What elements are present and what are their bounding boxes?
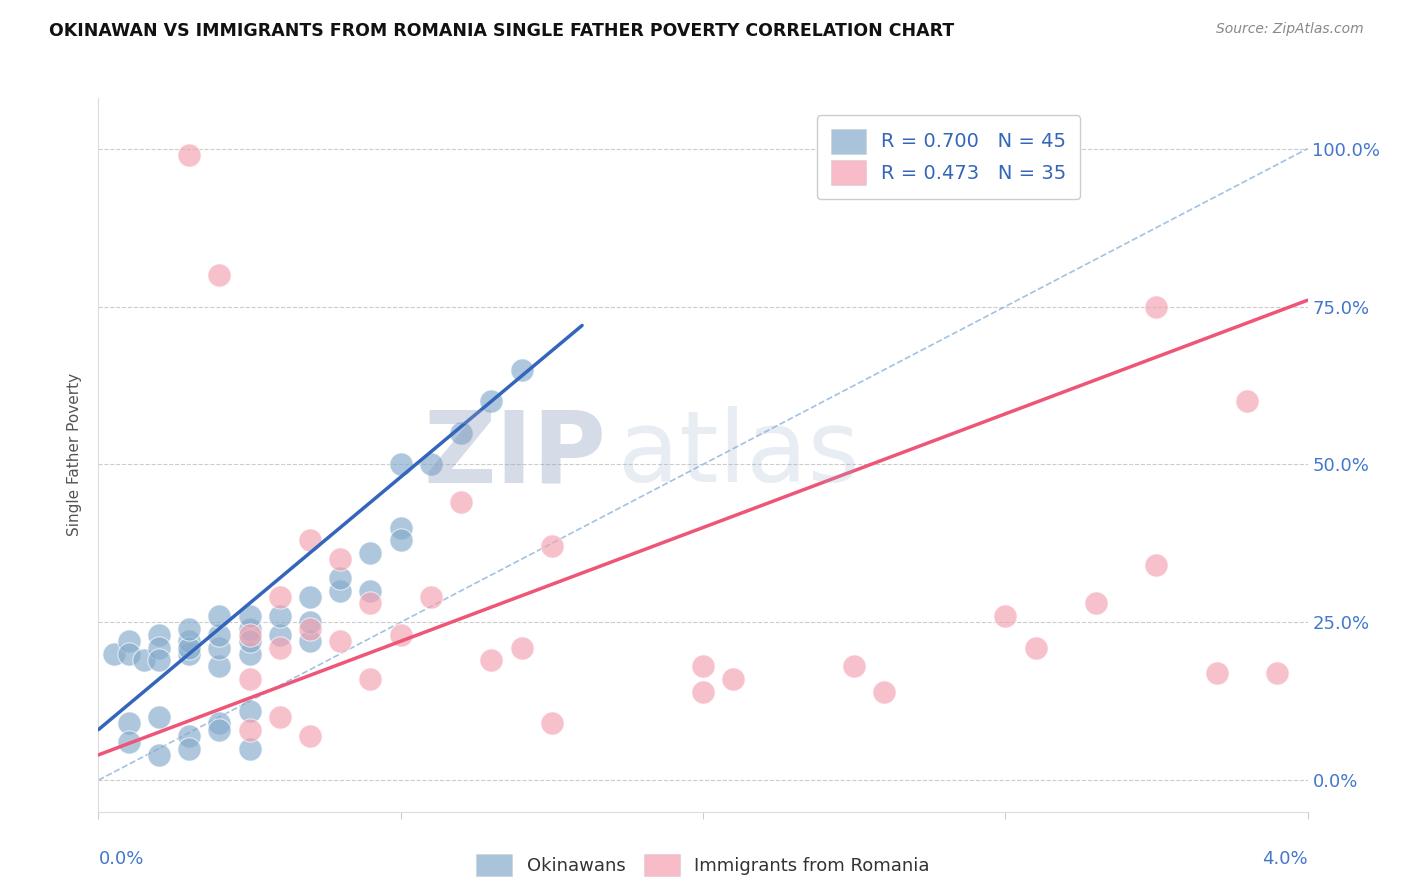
Point: [299, 634, 322, 648]
Point: [360, 672, 382, 686]
Point: [541, 716, 564, 731]
Point: [179, 148, 201, 162]
Point: [360, 546, 382, 560]
Point: [299, 590, 322, 604]
Point: [179, 729, 201, 743]
Text: 0.0%: 0.0%: [98, 849, 143, 868]
Point: [329, 583, 352, 598]
Point: [1085, 596, 1108, 610]
Point: [208, 723, 231, 737]
Point: [148, 653, 170, 667]
Point: [360, 596, 382, 610]
Point: [239, 723, 262, 737]
Point: [299, 622, 322, 636]
Point: [692, 684, 714, 698]
Point: [103, 647, 125, 661]
Y-axis label: Single Father Poverty: Single Father Poverty: [67, 374, 83, 536]
Point: [239, 741, 262, 756]
Point: [389, 520, 412, 534]
Point: [329, 634, 352, 648]
Point: [420, 590, 443, 604]
Legend: Okinawans, Immigrants from Romania: Okinawans, Immigrants from Romania: [467, 845, 939, 885]
Point: [269, 628, 291, 642]
Point: [723, 672, 745, 686]
Point: [994, 609, 1017, 624]
Point: [179, 647, 201, 661]
Point: [208, 659, 231, 673]
Point: [132, 653, 155, 667]
Point: [1267, 665, 1289, 680]
Point: [239, 609, 262, 624]
Point: [179, 634, 201, 648]
Point: [148, 640, 170, 655]
Point: [389, 533, 412, 548]
Point: [269, 590, 291, 604]
Point: [692, 659, 714, 673]
Point: [1146, 300, 1168, 314]
Point: [208, 609, 231, 624]
Point: [239, 647, 262, 661]
Point: [118, 735, 141, 749]
Point: [481, 653, 503, 667]
Point: [450, 495, 472, 509]
Point: [179, 741, 201, 756]
Point: [481, 394, 503, 409]
Point: [420, 458, 443, 472]
Text: OKINAWAN VS IMMIGRANTS FROM ROMANIA SINGLE FATHER POVERTY CORRELATION CHART: OKINAWAN VS IMMIGRANTS FROM ROMANIA SING…: [49, 22, 955, 40]
Point: [873, 684, 896, 698]
Point: [269, 640, 291, 655]
Point: [329, 552, 352, 566]
Point: [208, 640, 231, 655]
Point: [510, 640, 533, 655]
Point: [450, 425, 472, 440]
Point: [1025, 640, 1047, 655]
Point: [239, 634, 262, 648]
Point: [239, 622, 262, 636]
Point: [208, 268, 231, 282]
Point: [118, 634, 141, 648]
Point: [269, 609, 291, 624]
Point: [208, 628, 231, 642]
Point: [269, 710, 291, 724]
Text: 4.0%: 4.0%: [1263, 849, 1308, 868]
Point: [541, 540, 564, 554]
Text: ZIP: ZIP: [423, 407, 606, 503]
Point: [299, 533, 322, 548]
Point: [299, 729, 322, 743]
Point: [148, 747, 170, 762]
Point: [329, 571, 352, 585]
Point: [1236, 394, 1258, 409]
Text: atlas: atlas: [619, 407, 860, 503]
Point: [389, 628, 412, 642]
Point: [208, 716, 231, 731]
Point: [148, 710, 170, 724]
Point: [299, 615, 322, 630]
Point: [239, 704, 262, 718]
Point: [389, 458, 412, 472]
Point: [844, 659, 866, 673]
Point: [118, 716, 141, 731]
Point: [239, 628, 262, 642]
Point: [510, 362, 533, 376]
Point: [179, 640, 201, 655]
Text: Source: ZipAtlas.com: Source: ZipAtlas.com: [1216, 22, 1364, 37]
Point: [1206, 665, 1229, 680]
Point: [239, 672, 262, 686]
Point: [148, 628, 170, 642]
Point: [179, 622, 201, 636]
Point: [360, 583, 382, 598]
Point: [118, 647, 141, 661]
Point: [1146, 558, 1168, 573]
